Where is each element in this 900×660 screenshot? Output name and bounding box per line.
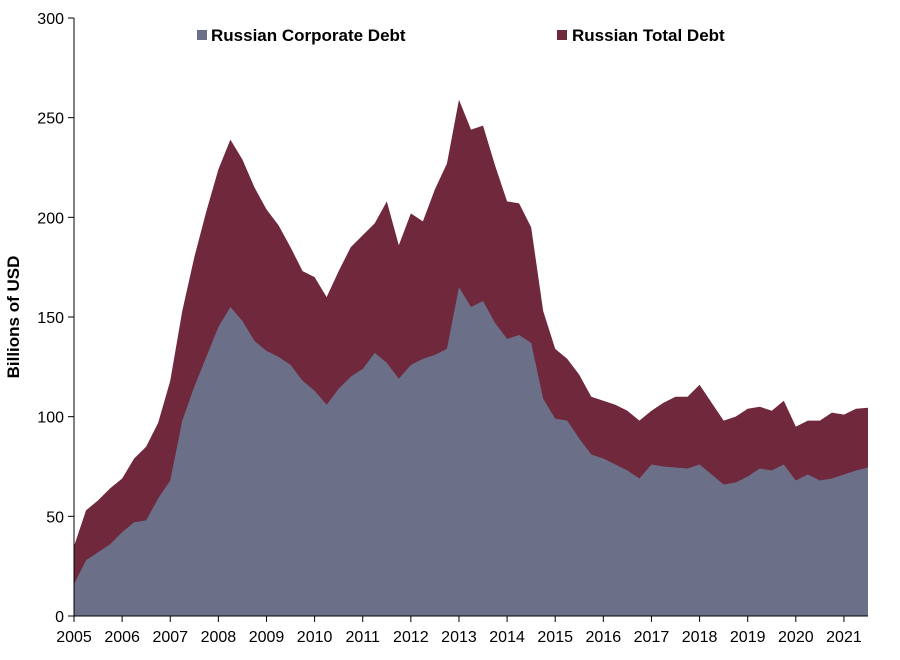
area-russian-corporate-debt bbox=[74, 287, 868, 616]
y-tick-label: 100 bbox=[37, 410, 64, 427]
x-tick-label: 2006 bbox=[104, 629, 140, 646]
x-tick-label: 2005 bbox=[56, 629, 92, 646]
y-tick-label: 300 bbox=[37, 11, 64, 28]
legend-label-corporate: Russian Corporate Debt bbox=[211, 26, 406, 45]
x-tick-label: 2013 bbox=[441, 629, 477, 646]
x-tick-labels: 2005 2006 2007 2008 2009 2010 2011 2012 2013 2014… bbox=[56, 629, 862, 646]
y-tick-labels: 0 50 100 150 200 250 300 bbox=[37, 11, 64, 626]
x-tick-label: 2016 bbox=[586, 629, 622, 646]
x-tick-label: 2015 bbox=[537, 629, 573, 646]
y-tick-label: 0 bbox=[55, 609, 64, 626]
x-tick-label: 2008 bbox=[201, 629, 237, 646]
x-tick-label: 2007 bbox=[152, 629, 188, 646]
x-tick-label: 2010 bbox=[297, 629, 333, 646]
y-tick-label: 200 bbox=[37, 210, 64, 227]
plot-areas bbox=[74, 99, 868, 617]
x-tick-label: 2019 bbox=[730, 629, 766, 646]
x-tick-label: 2017 bbox=[634, 629, 670, 646]
y-tick-label: 150 bbox=[37, 310, 64, 327]
y-tick-label: 50 bbox=[46, 509, 64, 526]
x-tick-label: 2011 bbox=[346, 629, 381, 646]
x-tick-label: 2020 bbox=[778, 629, 814, 646]
legend-swatch-corporate bbox=[197, 30, 207, 40]
x-tick-label: 2014 bbox=[489, 629, 525, 646]
x-tick-label: 2012 bbox=[393, 629, 429, 646]
y-tick-label: 250 bbox=[37, 111, 64, 128]
axes bbox=[68, 17, 868, 622]
legend-swatch-total bbox=[557, 30, 567, 40]
legend-label-total: Russian Total Debt bbox=[572, 26, 725, 45]
x-tick-label: 2021 bbox=[826, 629, 862, 646]
x-tick-label: 2009 bbox=[249, 629, 285, 646]
legend: Russian Corporate Debt Russian Total Deb… bbox=[197, 26, 725, 45]
y-axis-label: Billions of USD bbox=[4, 256, 23, 379]
x-tick-label: 2018 bbox=[682, 629, 718, 646]
